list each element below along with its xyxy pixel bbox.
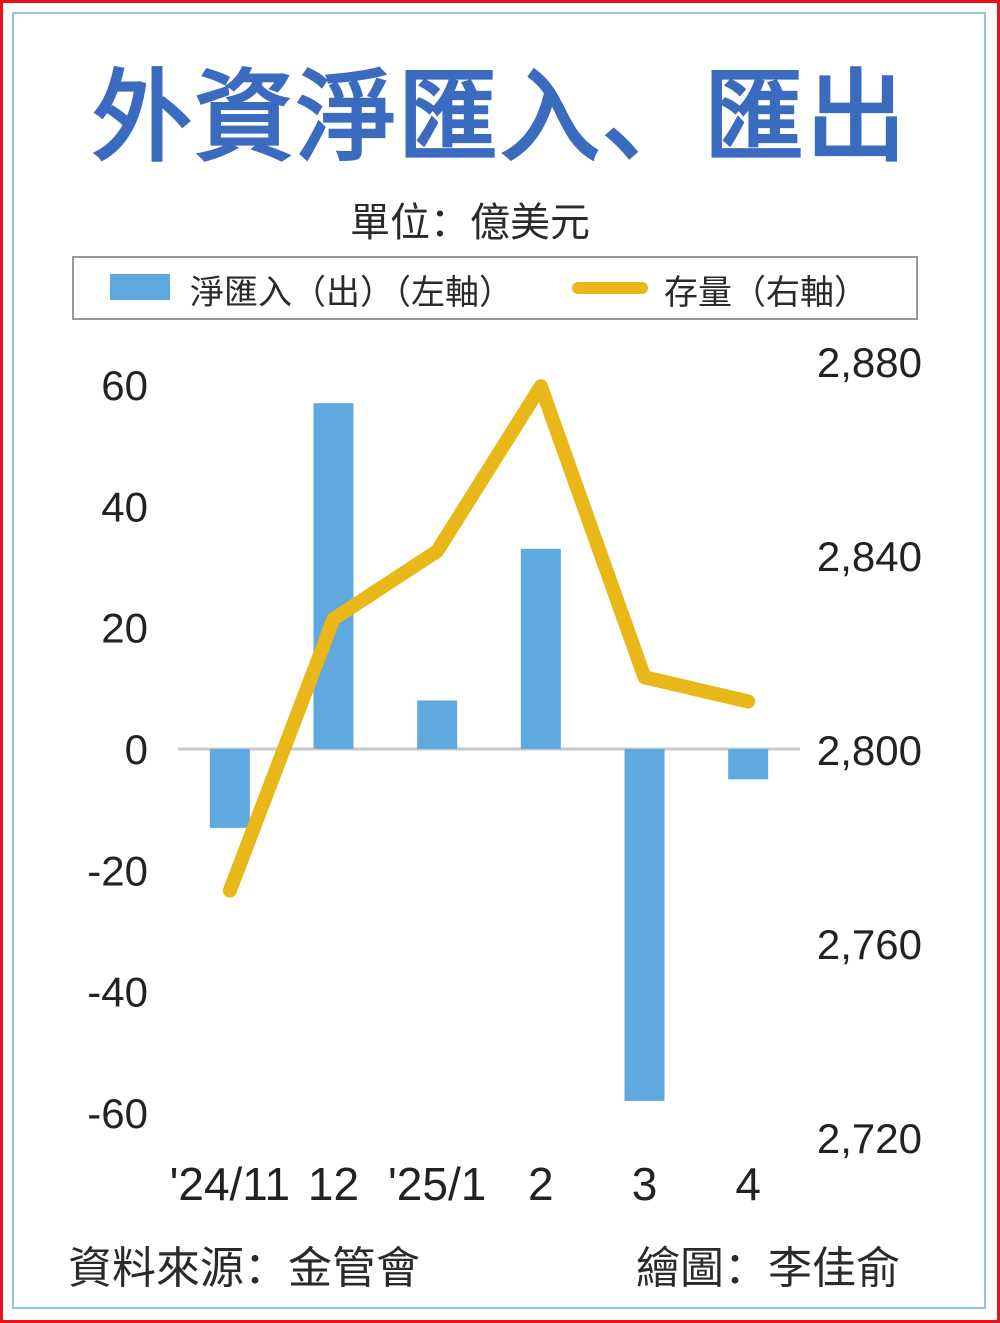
left-tick-label: 60: [101, 362, 148, 409]
chart-title: 外資淨匯入、匯出: [92, 59, 908, 176]
bar: [417, 700, 458, 749]
left-tick-label: 40: [101, 483, 148, 530]
x-tick-label: '24/11: [170, 1158, 290, 1210]
bar: [520, 548, 561, 749]
right-tick-label: 2,840: [817, 533, 922, 580]
x-tick-label: '25/1: [388, 1158, 486, 1210]
left-tick-label: 0: [125, 726, 148, 773]
x-tick-label: 3: [632, 1158, 658, 1210]
credit-note: 繪圖：李佳俞: [636, 1243, 900, 1294]
left-tick-label: -20: [87, 847, 148, 894]
inner-frame: [12, 12, 986, 1309]
legend: [72, 256, 918, 320]
legend-bar-swatch: [110, 274, 170, 300]
bar: [624, 749, 665, 1101]
bar: [728, 749, 769, 780]
right-tick-label: 2,800: [817, 727, 922, 774]
unit-label: 單位：億美元: [350, 200, 590, 246]
source-note: 資料來源：金管會: [68, 1243, 420, 1294]
bar: [313, 403, 354, 749]
stock-line: [222, 379, 756, 898]
legend-bar-label: 淨匯入（出）（左軸）: [190, 273, 513, 313]
left-tick-label: -40: [87, 969, 148, 1016]
bar-series: [209, 403, 769, 1101]
legend-line-label: 存量（右軸）: [664, 273, 868, 313]
x-tick-label: 2: [528, 1158, 554, 1210]
left-axis: 60 40 20 0 -20 -40 -60: [87, 362, 148, 1137]
left-tick-label: -60: [87, 1090, 148, 1137]
right-tick-label: 2,760: [817, 921, 922, 968]
right-tick-label: 2,880: [817, 339, 922, 386]
right-axis: 2,880 2,840 2,800 2,760 2,720: [817, 339, 922, 1162]
x-axis: '24/11 12 '25/1 2 3 4: [170, 1158, 761, 1210]
x-tick-label: 4: [735, 1158, 761, 1210]
left-tick-label: 20: [101, 605, 148, 652]
legend-line-swatch: [572, 282, 648, 294]
x-tick-label: 12: [308, 1158, 359, 1210]
right-tick-label: 2,720: [817, 1115, 922, 1162]
bar: [209, 749, 250, 828]
